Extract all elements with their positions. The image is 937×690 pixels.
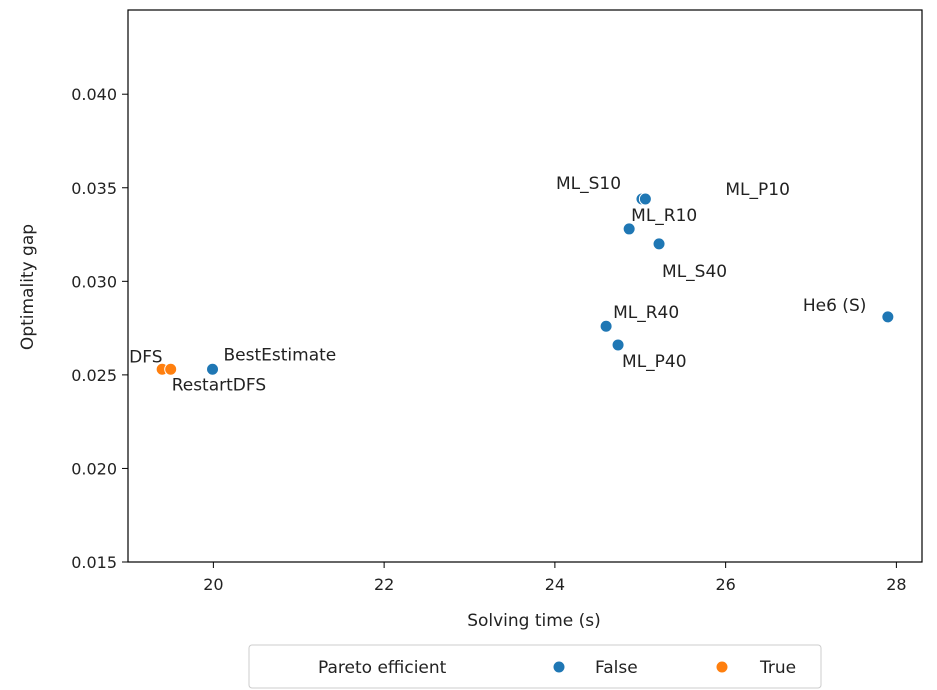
- x-axis-title: Solving time (s): [467, 611, 601, 631]
- legend-marker-true: [715, 660, 729, 674]
- y-tick-label: 0.035: [71, 179, 117, 198]
- data-point: [638, 192, 652, 206]
- data-point: [652, 237, 666, 251]
- y-tick-label: 0.025: [71, 366, 117, 385]
- x-tick-label: 28: [886, 575, 906, 594]
- point-label: BestEstimate: [224, 345, 337, 365]
- x-tick-label: 26: [715, 575, 735, 594]
- point-labels: DFS RestartDFS BestEstimate ML_S10 ML_P10 ML_…: [129, 174, 866, 395]
- legend-label-false: False: [595, 658, 638, 678]
- y-axis-title: Optimality gap: [18, 224, 38, 350]
- data-point: [622, 222, 636, 236]
- x-tick-label: 22: [374, 575, 394, 594]
- y-tick-label: 0.040: [71, 85, 117, 104]
- point-label: RestartDFS: [172, 375, 266, 395]
- y-tick-label: 0.015: [71, 553, 117, 572]
- x-tick-label: 20: [203, 575, 223, 594]
- data-point: [599, 319, 613, 333]
- point-label: He6 (S): [803, 296, 867, 316]
- data-point: [881, 310, 895, 324]
- point-label: ML_P40: [622, 352, 687, 372]
- y-tick-label: 0.030: [71, 272, 117, 291]
- point-label: ML_P10: [725, 180, 790, 200]
- x-axis-ticks: 20 22 24 26 28: [203, 562, 907, 594]
- data-points: [155, 192, 895, 376]
- y-axis-ticks: 0.015 0.020 0.025 0.030 0.035 0.040: [71, 85, 128, 572]
- data-point: [206, 362, 220, 376]
- plot-frame: [127, 9, 923, 563]
- data-point: [611, 338, 625, 352]
- legend-title: Pareto efficient: [318, 658, 447, 678]
- point-label: ML_R40: [613, 303, 679, 323]
- point-label: ML_S40: [662, 262, 727, 282]
- legend-marker-false: [552, 660, 566, 674]
- y-tick-label: 0.020: [71, 459, 117, 478]
- data-point: [164, 362, 178, 376]
- legend-label-true: True: [759, 658, 796, 678]
- legend: Pareto efficient False True: [248, 644, 822, 689]
- legend-box: [248, 644, 822, 689]
- point-label: ML_S10: [556, 174, 621, 194]
- point-label: DFS: [129, 347, 162, 367]
- x-tick-label: 24: [545, 575, 565, 594]
- point-label: ML_R10: [631, 206, 697, 226]
